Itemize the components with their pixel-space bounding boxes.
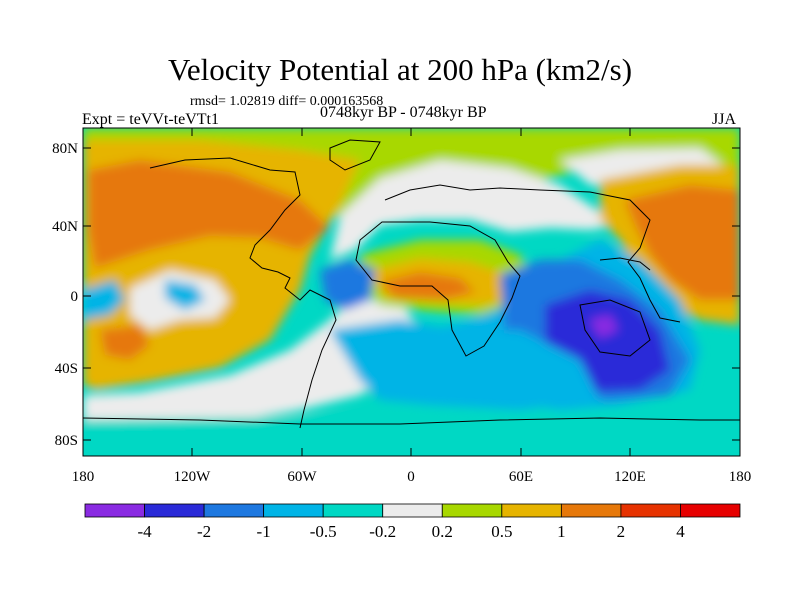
colorbar-label: 4: [676, 522, 685, 541]
lon-label: 180: [72, 469, 95, 485]
colorbar-label: -0.2: [369, 522, 396, 541]
colorbar-swatch: [144, 503, 205, 518]
colorbar-label: 1: [557, 522, 566, 541]
colorbar-label: -4: [137, 522, 152, 541]
season-label: JJA: [712, 111, 737, 128]
latitude-labels: 80N 40N 0 40S 80S: [52, 141, 78, 449]
colorbar-label: 2: [617, 522, 626, 541]
lat-label: 80S: [55, 433, 78, 449]
colorbar: [84, 503, 741, 518]
colorbar-label: 0.2: [432, 522, 453, 541]
colorbar-swatch: [382, 503, 443, 518]
coastlines: [83, 139, 740, 429]
lat-label: 40N: [52, 219, 78, 235]
contour-field: [83, 128, 740, 456]
colorbar-swatch: [203, 503, 265, 518]
colorbar-swatch: [263, 503, 324, 518]
lon-label: 120W: [174, 469, 212, 485]
axis-ticks: [82, 128, 741, 456]
experiment-label: Expt = teVVt-teVTt1: [82, 111, 219, 128]
lat-label: 40S: [55, 361, 78, 377]
colorbar-swatch: [620, 503, 681, 518]
colorbar-label: -2: [197, 522, 211, 541]
stats-text: rmsd= 1.02819 diff= 0.000163568: [190, 94, 384, 109]
lon-label: 0: [407, 469, 415, 485]
colorbar-swatch: [322, 503, 384, 518]
lon-label: 120E: [614, 469, 646, 485]
colorbar-label: -1: [257, 522, 271, 541]
lon-label: 60E: [509, 469, 533, 485]
map-title: Velocity Potential at 200 hPa (km2/s): [167, 52, 633, 87]
lon-label: 180: [729, 469, 752, 485]
colorbar-labels: -4 -2 -1 -0.5 -0.2 0.2 0.5 1 2 4: [137, 522, 685, 541]
colorbar-label: 0.5: [491, 522, 512, 541]
lat-label: 80N: [52, 141, 78, 157]
lon-label: 60W: [287, 469, 317, 485]
period-label: 0748kyr BP - 0748kyr BP: [320, 104, 487, 121]
colorbar-swatch: [680, 503, 741, 518]
lat-label: 0: [71, 289, 79, 305]
colorbar-swatch: [441, 503, 503, 518]
colorbar-swatch: [84, 503, 145, 518]
colorbar-swatch: [560, 503, 622, 518]
longitude-labels: 180 120W 60W 0 60E 120E 180: [72, 469, 752, 485]
colorbar-swatch: [501, 503, 562, 518]
colorbar-label: -0.5: [310, 522, 337, 541]
